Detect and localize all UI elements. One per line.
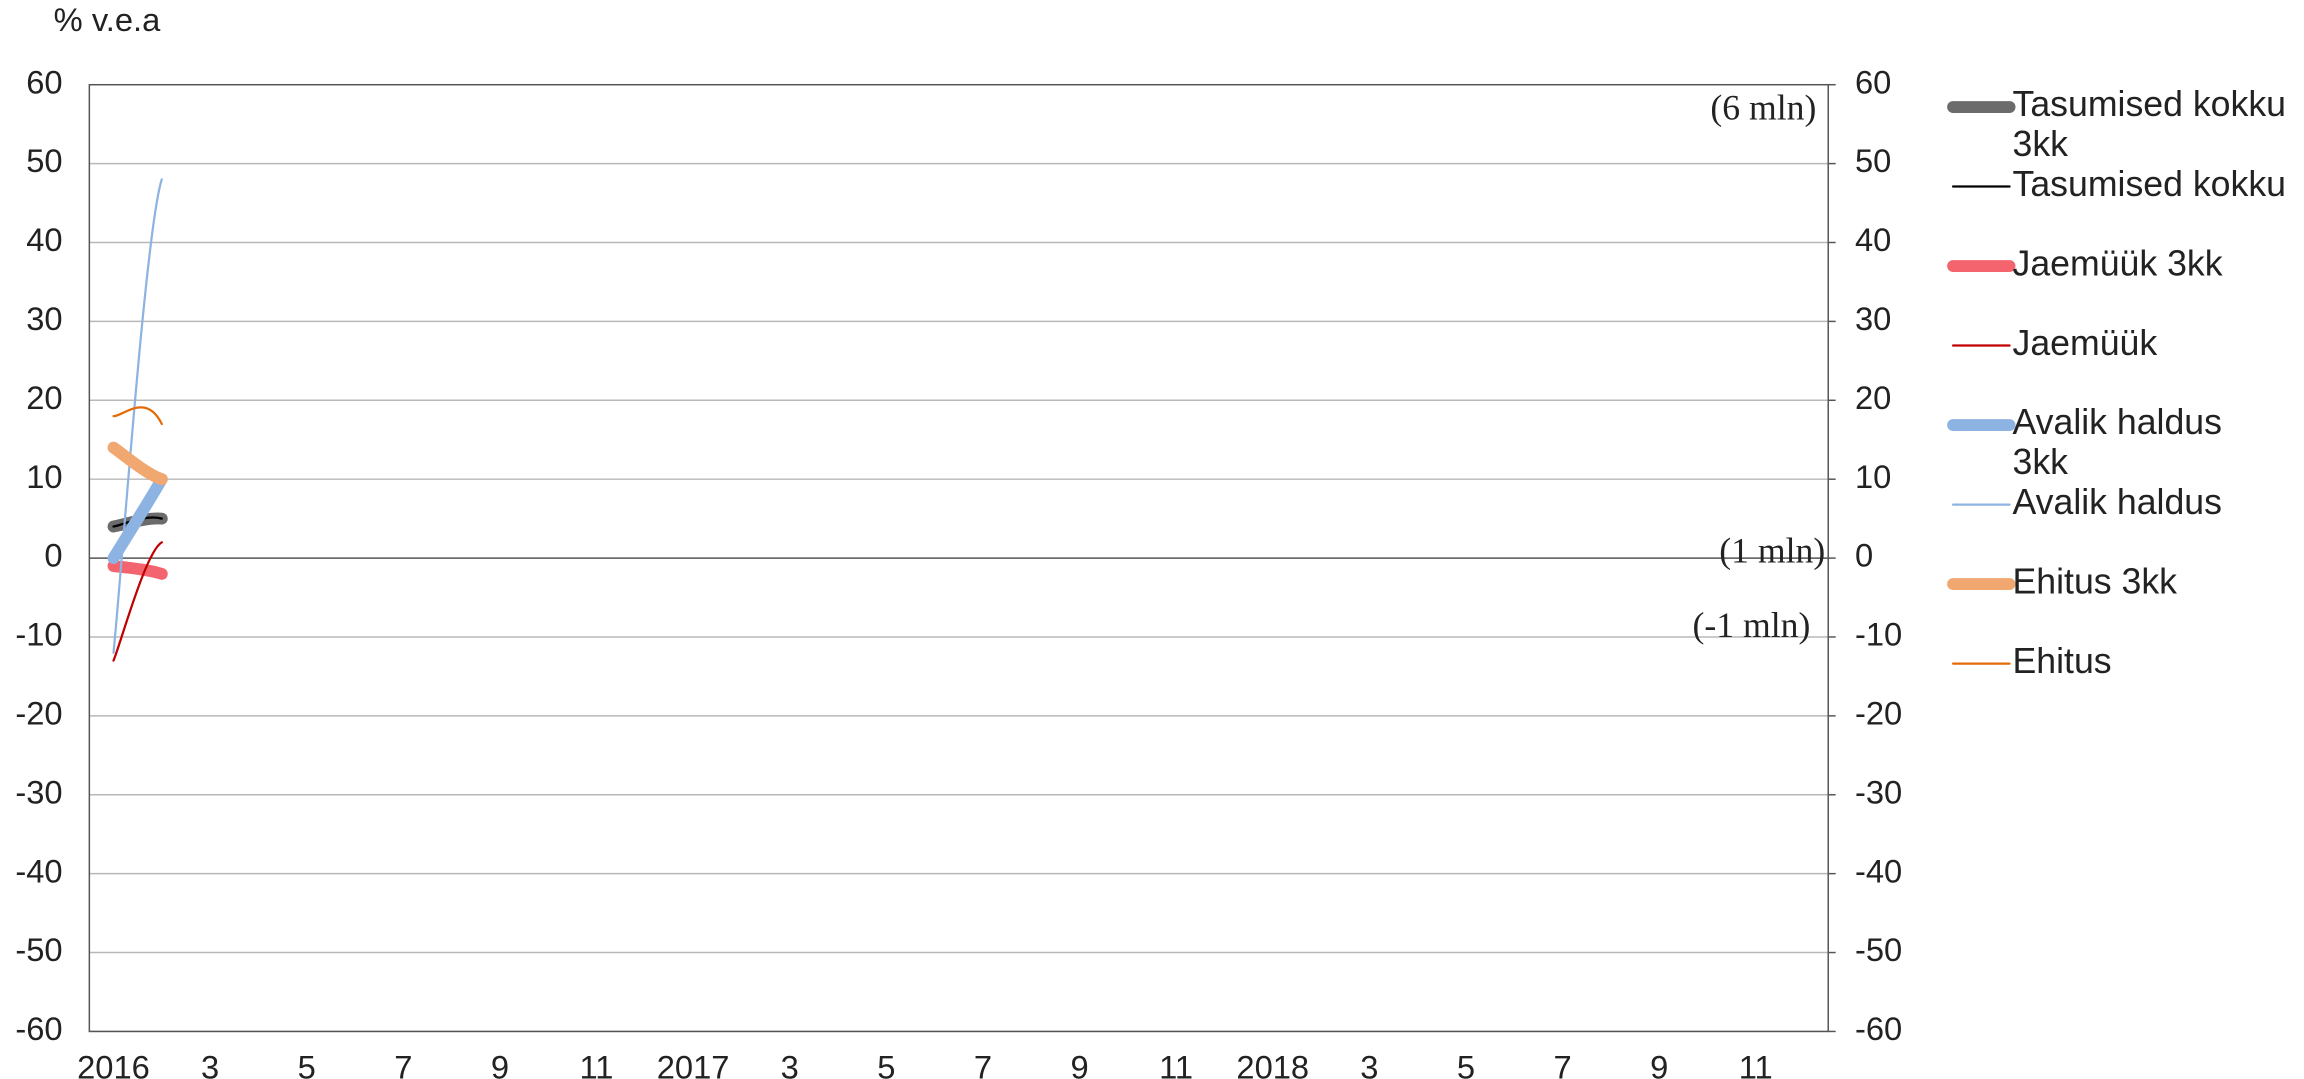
legend-label: Ehitus (2013, 641, 2112, 681)
y-tick-label: 0 (44, 537, 62, 574)
x-tick-label: 11 (580, 1049, 614, 1079)
y2-tick-label: -30 (1855, 773, 1902, 810)
legend-label: Tasumised kokku (2013, 164, 2286, 204)
y2-tick-label: -40 (1855, 852, 1902, 889)
series-line (107, 560, 168, 580)
lines (107, 178, 168, 662)
x-tick-label: 5 (1457, 1049, 1475, 1079)
x-tick-label: 7 (394, 1049, 412, 1079)
y-tick-label: -30 (15, 773, 62, 810)
legend-line: 3kk (2013, 443, 2069, 483)
y2-tick-label: 60 (1855, 63, 1891, 100)
x-tick-label: 9 (1070, 1049, 1088, 1079)
y-tick-label: -40 (15, 852, 62, 889)
y2-tick-label: -10 (1855, 616, 1902, 653)
legend-label: Avalik haldus (2013, 482, 2222, 522)
y2-tick-label: 30 (1855, 300, 1891, 337)
legend-label: Avalik haldus 3kk (2013, 402, 2232, 482)
x-tick-label: 2016 (77, 1049, 150, 1079)
y2-tick-label: 10 (1855, 458, 1891, 495)
y-tick-label: 40 (26, 221, 62, 258)
y2-tick-label: 20 (1855, 379, 1891, 416)
x-tick-label: 9 (1650, 1049, 1668, 1079)
y-tick-label: 20 (26, 379, 62, 416)
annotation: (6 mln) (1710, 88, 1816, 128)
x-tick-label: 7 (1553, 1049, 1571, 1079)
series-line (112, 178, 163, 654)
y-tick-label: -50 (15, 931, 62, 968)
annotation: (-1 mln) (1693, 605, 1811, 645)
y2-tick-label: 40 (1855, 221, 1891, 258)
x-tick-label: 7 (974, 1049, 992, 1079)
x-tick-label: 5 (298, 1049, 316, 1079)
x-tick-label: 5 (877, 1049, 895, 1079)
legend-line: Avalik haldus (2013, 402, 2232, 442)
legend-label: Jaemüük 3kk (2013, 243, 2223, 283)
x-tick-label: 11 (1739, 1049, 1773, 1079)
grid (88, 83, 1836, 1033)
x-tick-label: 2017 (657, 1049, 730, 1079)
x-tick-label: 3 (781, 1049, 799, 1079)
series-line (107, 473, 168, 565)
y2-tick-label: 50 (1855, 142, 1891, 179)
annotation: (1 mln) (1719, 531, 1825, 571)
y-tick-label: 50 (26, 142, 62, 179)
legend-line: 3kk (2013, 125, 2069, 165)
labels: -60-50-40-30-20-100102030405060-60-50-40… (15, 63, 2296, 1079)
y2-tick-label: -60 (1855, 1010, 1902, 1047)
y-tick-label: -10 (15, 616, 62, 653)
x-tick-label: 11 (1159, 1049, 1193, 1079)
x-tick-label: 3 (201, 1049, 219, 1079)
series-line (112, 541, 163, 662)
series-line (107, 441, 168, 486)
plot-frame (88, 83, 1829, 1033)
y2-tick-label: -50 (1855, 931, 1902, 968)
legend-label: Ehitus 3kk (2013, 562, 2178, 602)
y-tick-label: 60 (26, 63, 62, 100)
x-tick-label: 3 (1360, 1049, 1378, 1079)
y2-tick-label: 0 (1855, 537, 1873, 574)
y-tick-label: 30 (26, 300, 62, 337)
legend-line: Tasumised kokku (2013, 84, 2296, 124)
y-tick-label: 10 (26, 458, 62, 495)
x-tick-label: 2018 (1236, 1049, 1309, 1079)
y-tick-label: -20 (15, 695, 62, 732)
x-tick-label: 9 (491, 1049, 509, 1079)
y2-tick-label: -20 (1855, 695, 1902, 732)
y-axis-label: % v.e.a (54, 1, 161, 38)
series-line (112, 406, 163, 426)
legend-label: Tasumised kokku 3kk (2013, 84, 2296, 164)
legend-label: Jaemüük (2013, 323, 2158, 363)
y-tick-label: -60 (15, 1010, 62, 1047)
